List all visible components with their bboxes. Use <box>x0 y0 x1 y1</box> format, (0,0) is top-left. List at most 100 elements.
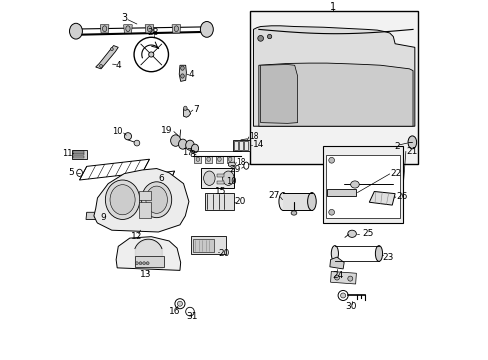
Text: 1: 1 <box>330 2 336 12</box>
Bar <box>301 85 340 121</box>
Text: 17: 17 <box>182 148 192 157</box>
Polygon shape <box>123 25 132 33</box>
Ellipse shape <box>142 182 171 218</box>
Bar <box>283 193 311 211</box>
Polygon shape <box>145 25 153 33</box>
Text: 30: 30 <box>345 302 356 311</box>
Text: 4: 4 <box>115 61 121 70</box>
Bar <box>216 181 224 184</box>
Bar <box>233 140 250 150</box>
Ellipse shape <box>334 275 339 280</box>
Text: 23: 23 <box>382 253 393 262</box>
Ellipse shape <box>102 26 106 32</box>
Text: 20: 20 <box>218 249 229 258</box>
Bar <box>73 151 83 153</box>
Text: 8: 8 <box>189 150 195 159</box>
Ellipse shape <box>110 48 113 50</box>
Bar <box>139 191 151 200</box>
Text: 20: 20 <box>234 197 245 206</box>
Bar <box>326 189 355 196</box>
Bar <box>190 236 225 253</box>
Text: 16: 16 <box>168 307 180 316</box>
Ellipse shape <box>191 144 198 153</box>
Ellipse shape <box>217 157 221 161</box>
Ellipse shape <box>328 157 334 163</box>
Polygon shape <box>100 25 109 33</box>
Ellipse shape <box>200 22 213 37</box>
Ellipse shape <box>330 246 338 261</box>
Bar <box>234 141 237 149</box>
Text: 5: 5 <box>68 168 74 177</box>
Ellipse shape <box>134 37 168 72</box>
Polygon shape <box>172 25 180 33</box>
Ellipse shape <box>407 136 416 149</box>
Polygon shape <box>253 26 414 126</box>
Ellipse shape <box>147 26 151 32</box>
Ellipse shape <box>77 169 82 176</box>
Text: 24: 24 <box>332 270 344 279</box>
Text: 2: 2 <box>393 142 399 151</box>
Bar <box>139 202 151 218</box>
Text: 31: 31 <box>186 312 198 321</box>
Ellipse shape <box>180 66 184 70</box>
Text: 22: 22 <box>390 170 401 179</box>
Polygon shape <box>194 156 201 163</box>
Bar <box>348 78 386 121</box>
Bar <box>301 69 340 83</box>
Bar <box>73 153 83 155</box>
Ellipse shape <box>148 52 154 57</box>
Ellipse shape <box>185 307 194 316</box>
Text: 3: 3 <box>121 13 127 23</box>
Polygon shape <box>228 162 235 167</box>
Ellipse shape <box>105 180 140 220</box>
Bar <box>244 141 247 149</box>
Bar <box>192 239 214 252</box>
Ellipse shape <box>178 139 187 149</box>
Ellipse shape <box>175 299 184 309</box>
Text: 11: 11 <box>62 149 72 158</box>
Text: 18: 18 <box>236 158 245 167</box>
Bar <box>249 12 418 164</box>
Ellipse shape <box>139 262 142 265</box>
Ellipse shape <box>124 133 131 140</box>
Polygon shape <box>80 159 149 180</box>
Text: 29: 29 <box>229 165 241 174</box>
Ellipse shape <box>142 262 145 265</box>
Text: 7: 7 <box>193 104 199 113</box>
Ellipse shape <box>340 293 345 298</box>
Ellipse shape <box>337 291 347 301</box>
Polygon shape <box>96 45 118 69</box>
Text: 6: 6 <box>158 174 164 183</box>
Text: 12: 12 <box>130 232 142 241</box>
Polygon shape <box>116 237 180 270</box>
Ellipse shape <box>135 262 138 265</box>
Text: 21: 21 <box>406 147 417 156</box>
Ellipse shape <box>244 162 248 169</box>
Ellipse shape <box>203 171 215 185</box>
Bar <box>239 141 242 149</box>
Text: 28: 28 <box>147 28 159 37</box>
Ellipse shape <box>180 74 184 78</box>
Polygon shape <box>329 257 344 269</box>
Bar <box>300 67 343 123</box>
Ellipse shape <box>328 210 334 215</box>
Text: 14: 14 <box>253 140 264 149</box>
Ellipse shape <box>222 171 234 185</box>
Text: 10: 10 <box>226 177 237 186</box>
Bar <box>325 155 399 218</box>
Polygon shape <box>183 108 190 117</box>
Ellipse shape <box>145 186 167 213</box>
Ellipse shape <box>267 35 271 39</box>
Ellipse shape <box>177 301 182 306</box>
Bar <box>135 256 163 267</box>
Ellipse shape <box>375 246 382 261</box>
Polygon shape <box>112 171 174 192</box>
Ellipse shape <box>185 140 194 150</box>
Bar <box>204 193 233 211</box>
Ellipse shape <box>218 177 225 185</box>
Text: 19: 19 <box>161 126 172 135</box>
Polygon shape <box>94 168 188 232</box>
Ellipse shape <box>347 230 356 237</box>
Ellipse shape <box>290 211 296 215</box>
Text: 27: 27 <box>268 190 279 199</box>
